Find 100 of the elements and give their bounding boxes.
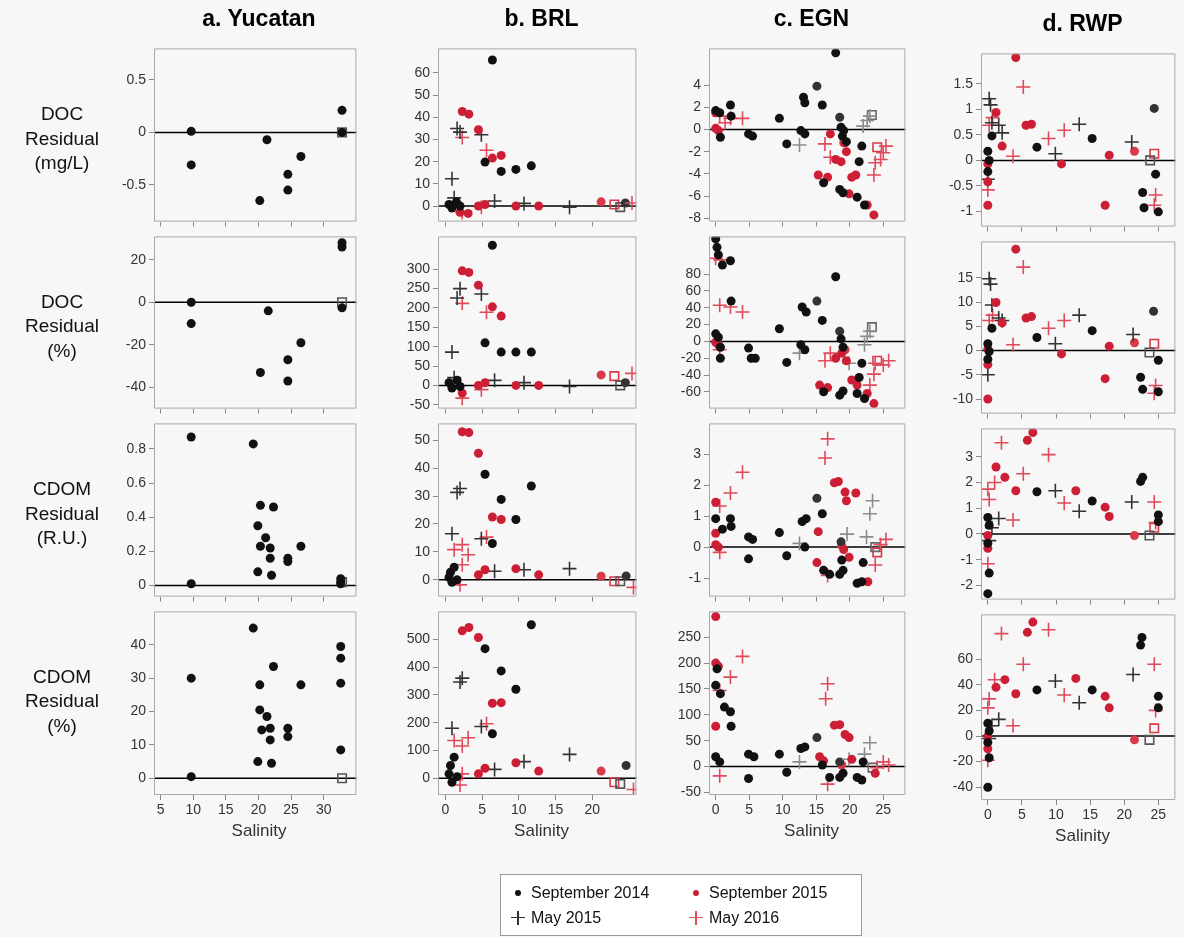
x-tick-label: 15 xyxy=(218,801,234,818)
y-tick-label: 3 xyxy=(965,447,974,464)
x-tick-label: 5 xyxy=(745,801,754,818)
y-tick-label: -1 xyxy=(960,550,974,567)
y-tick-label: 200 xyxy=(406,713,431,730)
x-tick-label: 20 xyxy=(250,801,267,818)
x-tick-label: 15 xyxy=(808,801,825,818)
y-tick-label: 0.8 xyxy=(126,439,147,456)
y-tick-label: -5 xyxy=(960,365,974,382)
x-tick-label: 15 xyxy=(1082,806,1099,823)
chart-title: d. RWP xyxy=(1041,10,1124,37)
y-tick-label: 400 xyxy=(406,657,431,674)
legend-label: September 2014 xyxy=(531,883,650,902)
y-tick-label: 50 xyxy=(414,85,431,102)
y-tick-label: 0 xyxy=(693,757,702,774)
y-tick-label: 300 xyxy=(406,260,431,277)
y-axis-title: DOC Residual (%) xyxy=(24,289,100,363)
y-tick-label: 1 xyxy=(693,507,702,524)
y-tick-label: -50 xyxy=(680,783,702,800)
x-axis-title: Salinity xyxy=(1054,826,1111,846)
y-tick-label: -1 xyxy=(688,568,702,585)
y-tick-label: -20 xyxy=(680,349,702,366)
chart-title: a. Yucatan xyxy=(201,5,317,32)
y-tick-label: 250 xyxy=(406,279,431,296)
y-tick-label: 200 xyxy=(406,298,431,315)
x-tick-label: 25 xyxy=(875,801,892,818)
legend-label: September 2015 xyxy=(709,883,828,902)
y-tick-label: 60 xyxy=(685,281,702,298)
y-tick-label: -40 xyxy=(680,365,702,382)
y-tick-label: 300 xyxy=(406,685,431,702)
chart-title: c. EGN xyxy=(772,5,851,32)
x-tick-label: 5 xyxy=(156,801,165,818)
y-tick-label: 100 xyxy=(677,705,702,722)
y-tick-label: 20 xyxy=(130,250,147,267)
chart-title: b. BRL xyxy=(503,5,580,32)
x-tick-label: 5 xyxy=(478,801,487,818)
y-tick-label: 0.4 xyxy=(126,508,147,525)
y-tick-label: 0 xyxy=(422,570,431,587)
x-tick-label: 10 xyxy=(511,801,527,818)
legend-label: May 2016 xyxy=(709,908,780,927)
y-tick-label: 1 xyxy=(965,499,974,516)
y-tick-label: 60 xyxy=(957,650,974,667)
y-tick-label: 20 xyxy=(130,702,147,719)
y-tick-label: 0 xyxy=(422,769,431,786)
y-tick-label: -40 xyxy=(952,778,974,795)
x-tick-label: 10 xyxy=(185,801,202,818)
x-axis-title: Salinity xyxy=(783,821,840,841)
x-tick-label: 20 xyxy=(584,801,601,818)
x-axis-title: Salinity xyxy=(513,821,570,841)
y-tick-label: 30 xyxy=(414,130,431,147)
y-tick-label: 15 xyxy=(957,268,974,285)
y-tick-label: 10 xyxy=(957,292,974,309)
y-tick-label: 4 xyxy=(693,75,702,92)
y-axis-title: CDOM Residual (R.U.) xyxy=(24,476,100,551)
x-tick-label: 20 xyxy=(1116,806,1133,823)
y-tick-label: 200 xyxy=(677,653,702,670)
legend-label: May 2015 xyxy=(531,908,602,927)
y-tick-label: -8 xyxy=(688,209,702,226)
y-tick-label: 2 xyxy=(965,473,974,490)
y-tick-label: 0 xyxy=(693,332,702,349)
x-tick-label: 0 xyxy=(441,801,450,818)
y-tick-label: -0.5 xyxy=(121,175,147,192)
y-tick-label: 0.6 xyxy=(126,473,147,490)
y-tick-label: 100 xyxy=(406,337,431,354)
y-tick-label: -2 xyxy=(960,576,974,593)
y-tick-label: 40 xyxy=(685,298,702,315)
y-tick-label: 80 xyxy=(685,265,702,282)
y-tick-label: 40 xyxy=(130,635,147,652)
y-tick-label: 1.5 xyxy=(953,74,974,91)
y-tick-label: 0 xyxy=(965,726,974,743)
y-tick-label: 0 xyxy=(138,293,147,310)
y-tick-label: 0 xyxy=(965,524,974,541)
y-tick-label: 0.5 xyxy=(953,125,974,142)
x-tick-label: 5 xyxy=(1018,806,1027,823)
y-tick-label: -20 xyxy=(952,752,974,769)
y-tick-label: -6 xyxy=(688,186,702,203)
y-tick-label: 30 xyxy=(130,669,147,686)
y-tick-label: 2 xyxy=(693,98,702,115)
x-tick-label: 15 xyxy=(547,801,564,818)
y-tick-label: 50 xyxy=(414,431,431,448)
y-tick-label: 0 xyxy=(138,576,147,593)
y-tick-label: 0 xyxy=(693,537,702,554)
y-tick-label: 0 xyxy=(422,196,431,213)
x-axis-title: Salinity xyxy=(230,821,288,841)
x-tick-label: 20 xyxy=(841,801,858,818)
y-tick-label: -4 xyxy=(688,164,702,181)
y-tick-label: -2 xyxy=(688,142,702,159)
y-tick-label: 40 xyxy=(414,458,431,475)
y-tick-label: 3 xyxy=(693,445,702,462)
x-tick-label: 10 xyxy=(774,801,791,818)
y-tick-label: 20 xyxy=(414,152,431,169)
y-tick-label: 50 xyxy=(414,356,431,373)
y-tick-label: 0 xyxy=(422,376,431,393)
y-tick-label: 10 xyxy=(414,542,431,559)
y-tick-label: 0 xyxy=(138,769,147,786)
x-tick-label: 0 xyxy=(983,806,992,823)
y-tick-label: 20 xyxy=(685,315,702,332)
y-tick-label: -60 xyxy=(680,382,702,399)
y-tick-label: -1 xyxy=(960,202,974,219)
y-tick-label: 60 xyxy=(414,63,431,80)
